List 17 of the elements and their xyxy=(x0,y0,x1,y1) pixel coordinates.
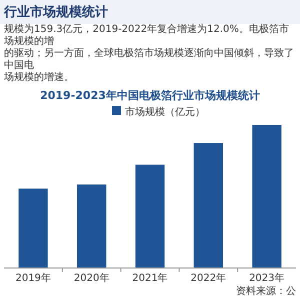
x-tick-label: 2019年 xyxy=(15,272,51,284)
bar xyxy=(18,188,48,268)
text: 场规模的增速。 xyxy=(3,72,75,84)
text: 资料来源：公 xyxy=(235,284,297,299)
text: 规模为159.3亿元，2019-2022年复合增速为12.0%。电极箔市场规模的增 xyxy=(3,24,290,48)
bar xyxy=(77,184,106,268)
legend-label: 市场规模（亿元） xyxy=(125,106,205,118)
x-tick-label: 2022年 xyxy=(190,272,226,284)
bar xyxy=(135,164,165,268)
x-tick-label: 2021年 xyxy=(132,272,168,284)
text: 的驱动；另一方面，全球电极箔市场规模逐渐向中国倾斜，导致了中国电 xyxy=(3,48,295,72)
chart-title: 2019-2023年中国电极箔行业市场规模统计 xyxy=(39,88,261,103)
bar xyxy=(252,125,282,268)
x-tick-label: 2020年 xyxy=(74,272,110,284)
text: 行业市场规模统计 xyxy=(0,0,300,24)
bar xyxy=(194,143,223,268)
x-tick-label: 2023年 xyxy=(249,272,285,284)
